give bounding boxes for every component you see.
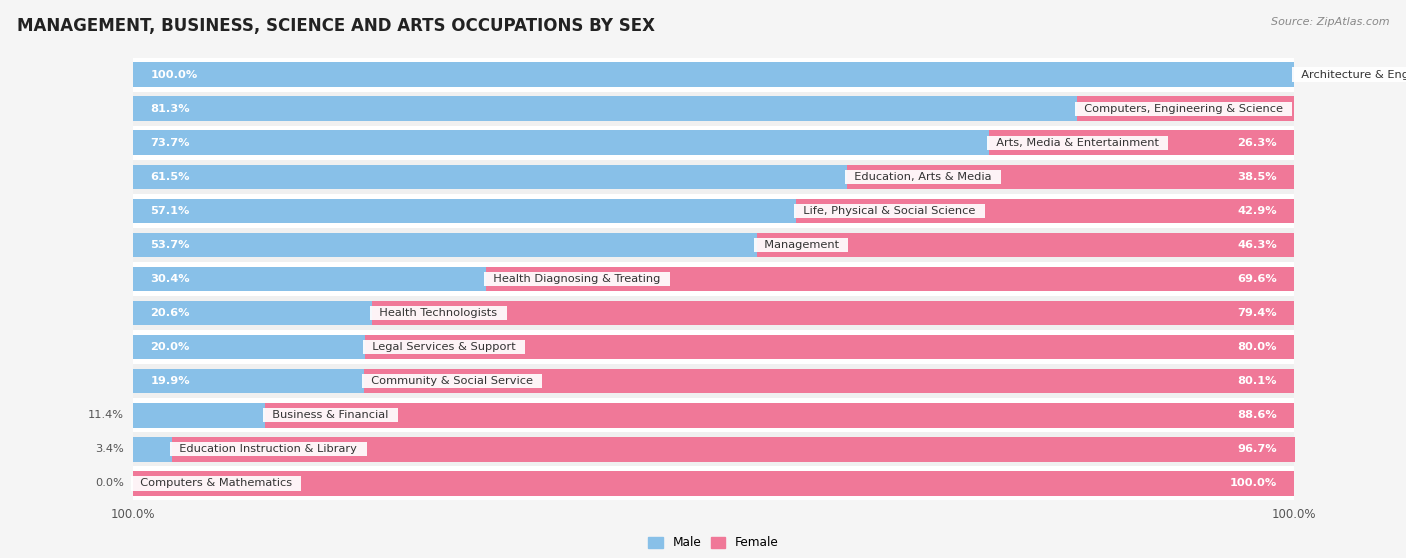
Text: Education, Arts & Media: Education, Arts & Media <box>846 172 998 182</box>
Bar <box>134 228 1294 262</box>
Text: 57.1%: 57.1% <box>150 206 190 216</box>
Text: 61.5%: 61.5% <box>150 172 190 182</box>
Bar <box>173 437 1295 461</box>
Text: 18.7%: 18.7% <box>1237 104 1277 114</box>
Text: 46.3%: 46.3% <box>1237 240 1277 250</box>
Text: Computers, Engineering & Science: Computers, Engineering & Science <box>1077 104 1291 114</box>
Bar <box>134 267 486 291</box>
Text: Architecture & Engineering: Architecture & Engineering <box>1294 70 1406 80</box>
Bar <box>134 62 1294 87</box>
Bar <box>486 267 1294 291</box>
Bar <box>134 471 1294 496</box>
Bar <box>134 194 1294 228</box>
Text: 19.9%: 19.9% <box>150 376 190 386</box>
Bar <box>134 432 1294 466</box>
Bar <box>134 403 266 427</box>
Text: 20.0%: 20.0% <box>150 342 190 352</box>
Bar <box>134 92 1294 126</box>
Text: 11.4%: 11.4% <box>87 410 124 420</box>
Bar <box>134 369 364 393</box>
Bar <box>1077 97 1294 121</box>
Bar <box>134 335 366 359</box>
Bar <box>134 466 1294 501</box>
Bar <box>756 233 1294 257</box>
Text: 38.5%: 38.5% <box>1237 172 1277 182</box>
Bar <box>366 335 1294 359</box>
Bar <box>988 131 1294 155</box>
Legend: Male, Female: Male, Female <box>644 532 783 554</box>
Text: Health Diagnosing & Treating: Health Diagnosing & Treating <box>486 274 668 284</box>
Bar <box>134 131 988 155</box>
Bar <box>796 199 1294 223</box>
Text: 30.4%: 30.4% <box>150 274 190 284</box>
Text: Computers & Mathematics: Computers & Mathematics <box>134 478 299 488</box>
Text: 81.3%: 81.3% <box>150 104 190 114</box>
Bar <box>134 398 1294 432</box>
Text: 20.6%: 20.6% <box>150 308 190 318</box>
Bar <box>134 262 1294 296</box>
Bar <box>364 369 1294 393</box>
Bar <box>846 165 1294 189</box>
Bar <box>266 403 1294 427</box>
Text: 80.0%: 80.0% <box>1237 342 1277 352</box>
Text: 26.3%: 26.3% <box>1237 138 1277 148</box>
Bar <box>134 330 1294 364</box>
Bar <box>134 97 1077 121</box>
Text: 100.0%: 100.0% <box>1229 478 1277 488</box>
Bar <box>134 165 846 189</box>
Bar <box>134 126 1294 160</box>
Text: 53.7%: 53.7% <box>150 240 190 250</box>
Text: 0.0%: 0.0% <box>1306 70 1334 80</box>
Text: Community & Social Service: Community & Social Service <box>364 376 540 386</box>
Text: 96.7%: 96.7% <box>1237 444 1277 454</box>
Text: 73.7%: 73.7% <box>150 138 190 148</box>
Text: MANAGEMENT, BUSINESS, SCIENCE AND ARTS OCCUPATIONS BY SEX: MANAGEMENT, BUSINESS, SCIENCE AND ARTS O… <box>17 17 655 35</box>
Bar <box>134 57 1294 92</box>
Bar <box>134 296 1294 330</box>
Text: Management: Management <box>756 240 846 250</box>
Text: 88.6%: 88.6% <box>1237 410 1277 420</box>
Bar <box>134 160 1294 194</box>
Bar <box>373 301 1294 325</box>
Text: 0.0%: 0.0% <box>94 478 124 488</box>
Text: 3.4%: 3.4% <box>94 444 124 454</box>
Text: Source: ZipAtlas.com: Source: ZipAtlas.com <box>1271 17 1389 27</box>
Text: Business & Financial: Business & Financial <box>266 410 396 420</box>
Text: Arts, Media & Entertainment: Arts, Media & Entertainment <box>988 138 1166 148</box>
Text: 100.0%: 100.0% <box>150 70 198 80</box>
Text: 80.1%: 80.1% <box>1237 376 1277 386</box>
Bar <box>134 233 756 257</box>
Bar <box>134 364 1294 398</box>
Text: Health Technologists: Health Technologists <box>373 308 505 318</box>
Text: Education Instruction & Library: Education Instruction & Library <box>173 444 364 454</box>
Text: Life, Physical & Social Science: Life, Physical & Social Science <box>796 206 983 216</box>
Text: 69.6%: 69.6% <box>1237 274 1277 284</box>
Text: 79.4%: 79.4% <box>1237 308 1277 318</box>
Text: 42.9%: 42.9% <box>1237 206 1277 216</box>
Bar <box>134 301 373 325</box>
Bar <box>134 437 173 461</box>
Bar <box>134 199 796 223</box>
Text: Legal Services & Support: Legal Services & Support <box>366 342 523 352</box>
